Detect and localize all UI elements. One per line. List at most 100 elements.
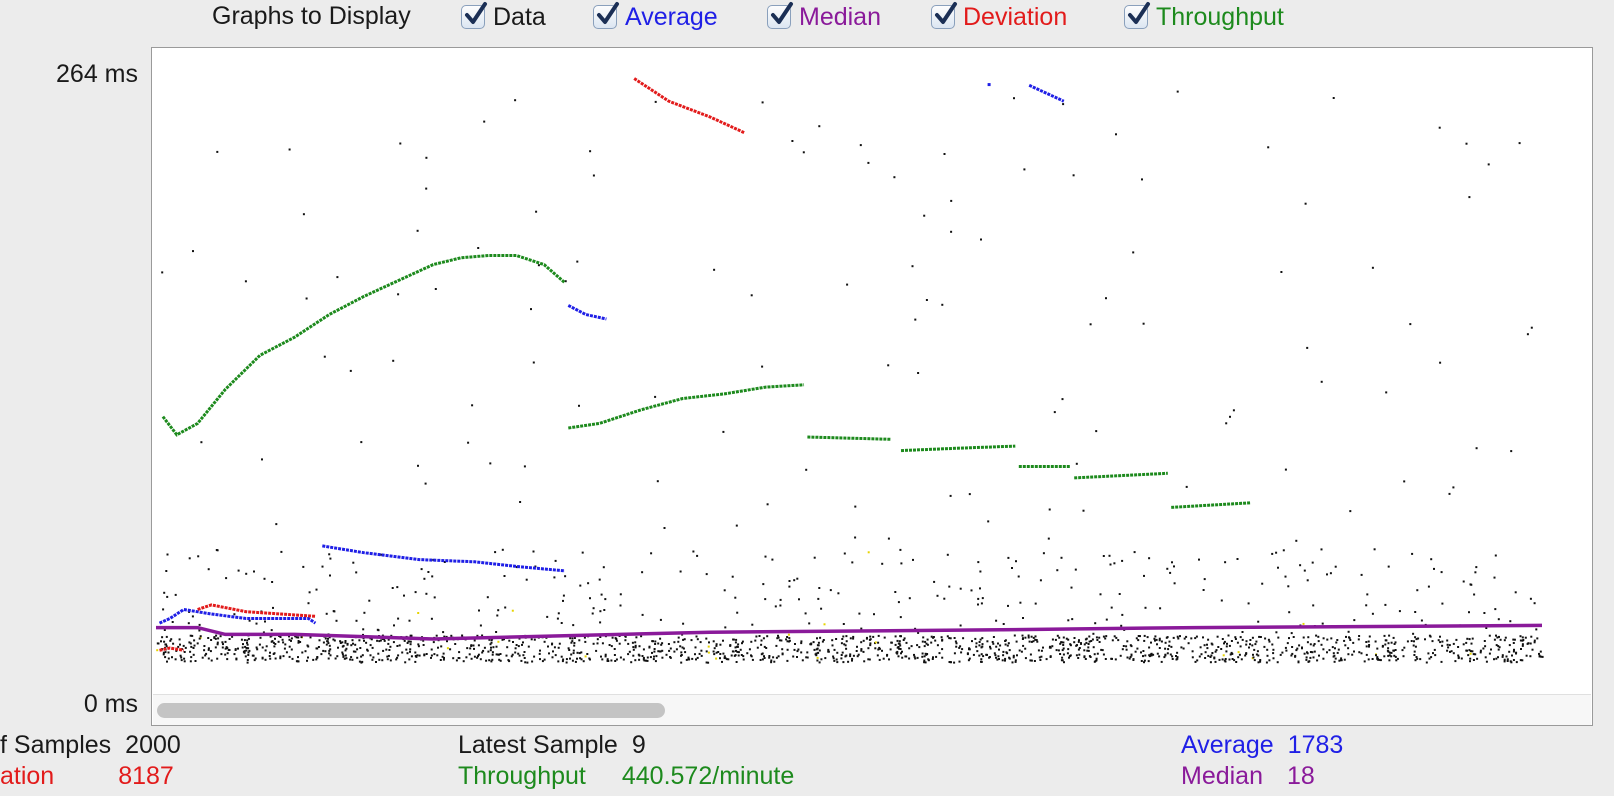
data-sample-point (707, 661, 710, 664)
samples-value: 2000 (125, 731, 181, 759)
data-sample-point (156, 649, 159, 652)
data-sample-point (913, 653, 915, 656)
data-sample-point (288, 638, 291, 641)
checkbox-checked-icon[interactable] (1124, 2, 1150, 29)
data-sample-point (514, 647, 517, 650)
data-sample-point (1075, 462, 1078, 465)
average-checkbox-label: Average (625, 2, 718, 31)
data-sample-point (680, 654, 683, 656)
data-sample-point (923, 655, 926, 658)
throughput-checkbox[interactable]: Throughput (1124, 2, 1284, 32)
data-sample-point (1152, 653, 1155, 656)
data-sample-point (1233, 659, 1236, 662)
scrollbar-thumb[interactable] (157, 703, 665, 718)
data-sample-point (687, 656, 690, 659)
data-sample-point (589, 658, 591, 661)
data-sample-point (1505, 655, 1508, 658)
data-sample-point (166, 553, 169, 556)
checkbox-checked-icon[interactable] (767, 2, 793, 29)
data-sample-point (1286, 642, 1289, 645)
data-sample-point (1056, 634, 1059, 637)
data-sample-point (491, 653, 494, 656)
data-sample-point (723, 655, 726, 658)
horizontal-scrollbar[interactable] (153, 694, 1591, 725)
data-sample-point (356, 656, 359, 659)
data-sample-point (288, 635, 290, 638)
data-sample-point (680, 661, 683, 664)
data-sample-point (1437, 639, 1440, 642)
data-sample-point (592, 607, 595, 610)
checkbox-checked-icon[interactable] (461, 2, 487, 29)
data-sample-point (1530, 635, 1533, 638)
data-sample-point (992, 642, 995, 645)
data-sample-point (980, 658, 983, 661)
data-sample-point (665, 653, 668, 656)
data-sample-point (1118, 593, 1121, 595)
data-sample-point (240, 638, 243, 641)
data-sample-point (968, 657, 971, 660)
series-line (158, 607, 317, 625)
median-checkbox[interactable]: Median (767, 2, 881, 32)
data-sample-point (1114, 658, 1117, 661)
plot-area (151, 47, 1593, 726)
data-sample-point (1115, 636, 1118, 639)
data-sample-point (1089, 323, 1092, 326)
data-sample-point (808, 622, 811, 625)
data-sample-point (1142, 322, 1145, 325)
checkbox-checked-icon[interactable] (931, 2, 957, 29)
data-sample-point (890, 641, 893, 644)
data-sample-point (350, 644, 353, 647)
data-checkbox[interactable]: Data (461, 2, 546, 32)
data-sample-point (1129, 644, 1132, 647)
deviation-checkbox[interactable]: Deviation (931, 2, 1067, 32)
data-sample-point (216, 643, 219, 646)
data-sample-point (832, 655, 835, 658)
data-sample-point (935, 655, 938, 658)
data-sample-point (554, 654, 557, 657)
data-sample-point (401, 651, 404, 654)
data-sample-point (592, 174, 595, 177)
data-sample-point (546, 615, 549, 618)
data-sample-point (1067, 648, 1070, 651)
data-sample-point (679, 645, 682, 648)
data-sample-point (661, 649, 664, 652)
data-sample-point (389, 659, 392, 662)
data-sample-point (1497, 656, 1499, 659)
data-sample-point (1493, 658, 1495, 661)
data-sample-point (707, 651, 710, 654)
data-sample-point (746, 652, 749, 655)
data-sample-point (867, 647, 870, 650)
data-sample-point (661, 656, 664, 659)
average-checkbox[interactable]: Average (593, 2, 718, 32)
data-sample-point (796, 656, 798, 658)
data-sample-point (1133, 551, 1136, 554)
data-sample-point (659, 650, 662, 653)
data-sample-point (1434, 654, 1437, 657)
data-sample-point (1395, 659, 1398, 662)
data-sample-point (899, 644, 902, 647)
data-sample-point (579, 584, 582, 587)
data-sample-point (522, 641, 524, 644)
data-sample-point (1305, 656, 1308, 659)
data-sample-point (1019, 601, 1022, 604)
data-sample-point (1076, 644, 1078, 647)
data-sample-point (1006, 644, 1009, 647)
data-sample-point (336, 655, 339, 658)
data-sample-point (1439, 361, 1442, 364)
data-sample-point (1238, 653, 1241, 656)
data-sample-point (1495, 644, 1498, 647)
data-sample-point (840, 657, 843, 660)
data-sample-point (817, 641, 820, 644)
data-sample-point (417, 645, 420, 648)
checkbox-checked-icon[interactable] (593, 2, 619, 29)
series-line (1028, 83, 1065, 103)
data-sample-point (1403, 480, 1406, 483)
data-sample-point (837, 592, 840, 595)
data-sample-point (979, 570, 982, 573)
data-sample-point (295, 636, 298, 639)
data-sample-point (388, 649, 391, 651)
data-sample-point (758, 635, 761, 637)
data-sample-point (1143, 661, 1145, 664)
data-sample-point (376, 639, 379, 642)
data-sample-point (192, 653, 195, 656)
